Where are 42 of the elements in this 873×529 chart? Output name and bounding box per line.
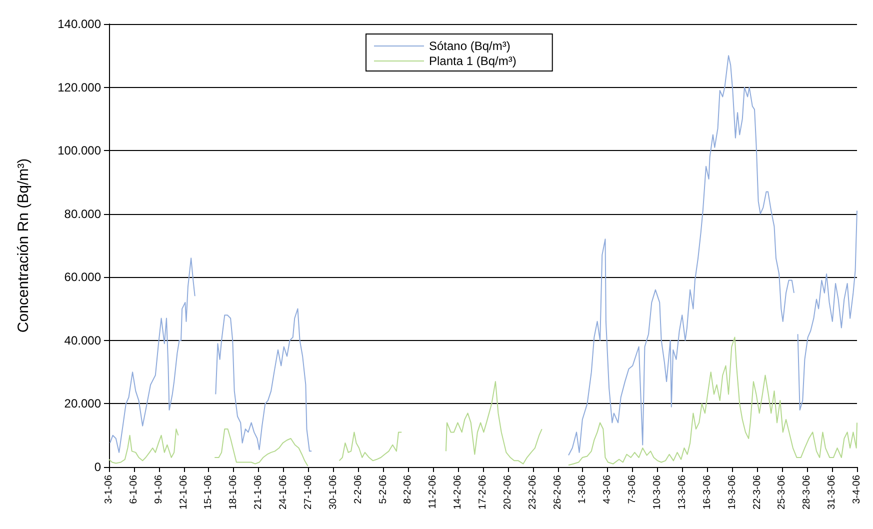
legend-label: Planta 1 (Bq/m³) <box>429 54 516 68</box>
x-tick-label: 22-3-06 <box>752 474 763 510</box>
x-tick-label: 19-3-06 <box>726 474 738 510</box>
x-tick-label: 26-2-06 <box>552 474 564 510</box>
x-tick-label: 10-3-06 <box>652 474 664 510</box>
x-tick-label: 25-3-06 <box>776 474 788 510</box>
x-tick-label: 2-2-06 <box>352 474 364 504</box>
x-tick-label: 18-1-06 <box>228 474 240 510</box>
y-tick-label: 80.000 <box>64 206 102 221</box>
x-tick-label: 13-3-06 <box>676 474 688 510</box>
y-tick-label: 140.000 <box>58 17 102 31</box>
y-tick-label: 120.000 <box>58 80 102 94</box>
x-tick-label: 9-1-06 <box>153 474 164 504</box>
x-tick-label: 11-2-06 <box>428 474 439 509</box>
x-tick-label: 16-3-06 <box>702 474 713 510</box>
x-tick-label: 8-2-06 <box>402 474 414 504</box>
legend-label: Sótano (Bq/m³) <box>429 39 510 53</box>
x-tick-label: 28-3-06 <box>802 474 813 510</box>
x-tick-label: 5-2-06 <box>378 474 389 504</box>
x-tick-label: 4-3-06 <box>602 474 614 504</box>
y-tick-label: 20.000 <box>64 396 102 411</box>
x-tick-label: 21-1-06 <box>253 474 264 510</box>
x-tick-label: 30-1-06 <box>328 474 339 510</box>
x-tick-label: 7-3-06 <box>627 474 638 504</box>
x-tick-label: 3-1-06 <box>104 474 114 504</box>
x-tick-label: 23-2-06 <box>527 474 538 510</box>
x-tick-label: 24-1-06 <box>278 474 290 510</box>
x-tick-label: 6-1-06 <box>128 474 140 504</box>
y-axis-title: Concentración Rn (Bq/m³) <box>15 158 32 333</box>
x-tick-label: 14-2-06 <box>452 474 464 510</box>
x-tick-label: 1-3-06 <box>577 474 588 504</box>
y-tick-label: 40.000 <box>64 333 102 348</box>
x-tick-label: 12-1-06 <box>178 474 190 510</box>
y-tick-label: 0 <box>94 460 102 474</box>
y-tick-label: 100.000 <box>58 144 102 158</box>
x-tick-label: 3-4-06 <box>852 474 862 504</box>
y-tick-label: 60.000 <box>64 270 102 284</box>
x-tick-label: 20-2-06 <box>502 474 514 510</box>
x-tick-label: 15-1-06 <box>203 474 214 510</box>
x-tick-label: 17-2-06 <box>478 474 488 510</box>
x-tick-label: 27-1-06 <box>302 474 314 510</box>
x-tick-label: 31-3-06 <box>826 474 838 510</box>
